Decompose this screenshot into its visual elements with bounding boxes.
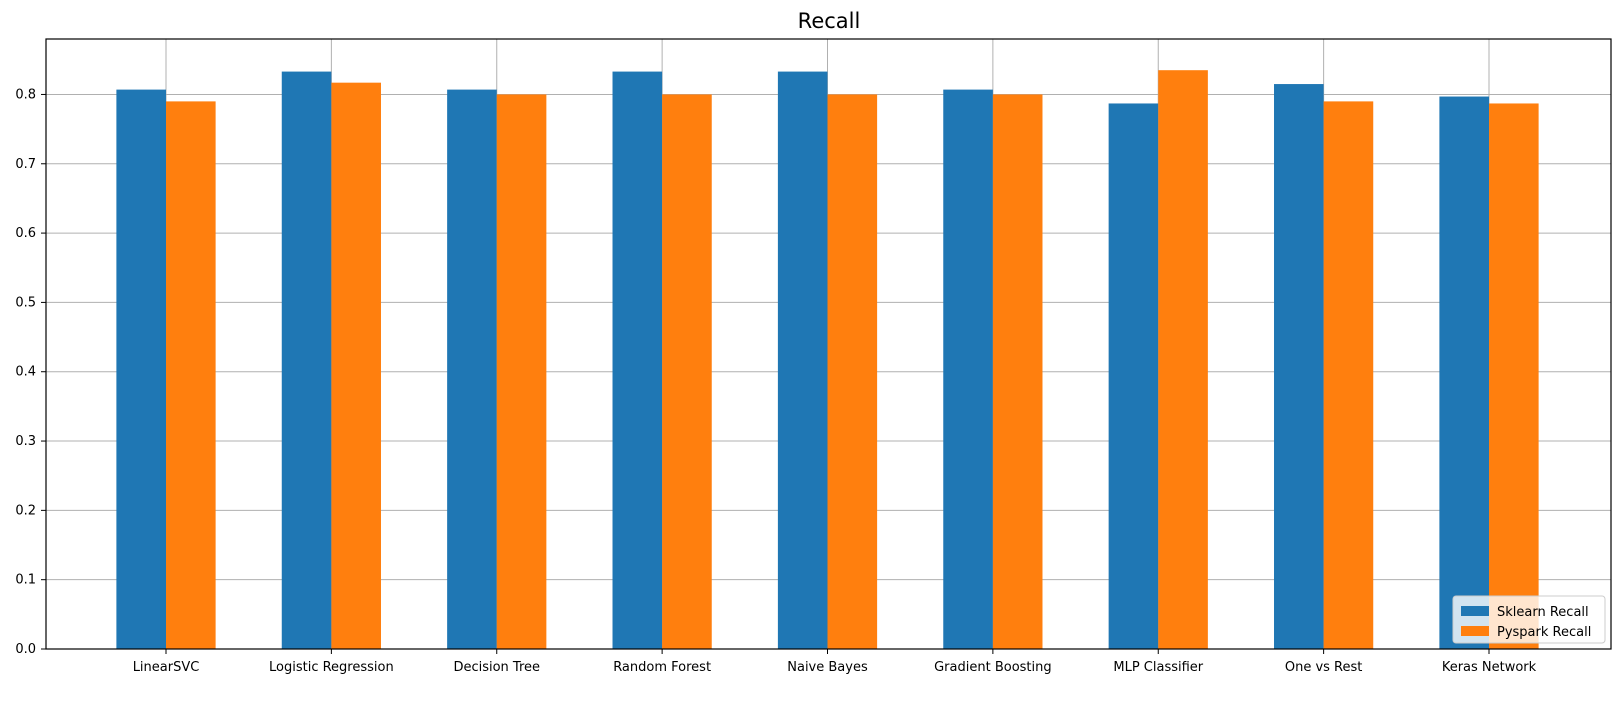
x-tick-label: Decision Tree — [453, 660, 540, 675]
y-tick-label: 0.0 — [15, 642, 36, 657]
y-tick-label: 0.6 — [15, 226, 36, 241]
bar-pyspark — [827, 94, 878, 650]
x-tick-label: Logistic Regression — [269, 660, 394, 675]
bar-sklearn — [943, 89, 993, 649]
x-tick-label: Keras Network — [1442, 660, 1537, 675]
bar-pyspark — [662, 94, 712, 650]
y-tick-label: 0.1 — [15, 573, 36, 588]
y-tick-label: 0.3 — [15, 434, 36, 449]
x-tick-label: LinearSVC — [133, 660, 200, 675]
bars-layer — [116, 70, 1539, 650]
bar-sklearn — [116, 89, 166, 649]
bar-sklearn — [1108, 103, 1159, 649]
bar-sklearn — [1439, 96, 1489, 650]
legend-label: Sklearn Recall — [1497, 605, 1589, 620]
y-tick-label: 0.4 — [15, 365, 36, 380]
x-tick-label: MLP Classifier — [1113, 660, 1203, 675]
bar-pyspark — [331, 82, 381, 649]
x-tick-label: Random Forest — [613, 660, 711, 675]
bar-sklearn — [281, 71, 332, 650]
chart-title: Recall — [798, 9, 861, 33]
y-tick-label: 0.2 — [15, 503, 36, 518]
legend-swatch — [1461, 606, 1489, 616]
axes-layer: 0.0 0.1 0.2 0.3 0.4 0.5 0.6 0.7 0.8 LinearSVC Logi… — [15, 38, 1612, 675]
plot-frame — [45, 38, 1612, 650]
x-tick-label: Gradient Boosting — [934, 660, 1052, 675]
bar-pyspark — [1489, 103, 1539, 649]
x-tick-label: One vs Rest — [1285, 660, 1363, 675]
legend: Sklearn Recall Pyspark Recall — [1452, 595, 1606, 644]
legend-box — [1452, 595, 1606, 644]
bar-sklearn — [777, 71, 828, 650]
bar-pyspark — [496, 94, 547, 650]
y-tick-label: 0.7 — [15, 157, 36, 172]
bar-sklearn — [612, 71, 663, 650]
y-tick-label: 0.5 — [15, 295, 36, 310]
x-tick-label: Naive Bayes — [787, 660, 868, 675]
bar-pyspark — [166, 101, 216, 650]
legend-label: Pyspark Recall — [1497, 625, 1591, 640]
bar-sklearn — [1274, 84, 1324, 649]
bar-pyspark — [992, 94, 1043, 650]
bar-pyspark — [1158, 70, 1208, 650]
bar-pyspark — [1323, 101, 1374, 650]
bar-sklearn — [447, 89, 497, 649]
legend-swatch — [1461, 626, 1489, 636]
y-tick-label: 0.8 — [15, 87, 36, 102]
